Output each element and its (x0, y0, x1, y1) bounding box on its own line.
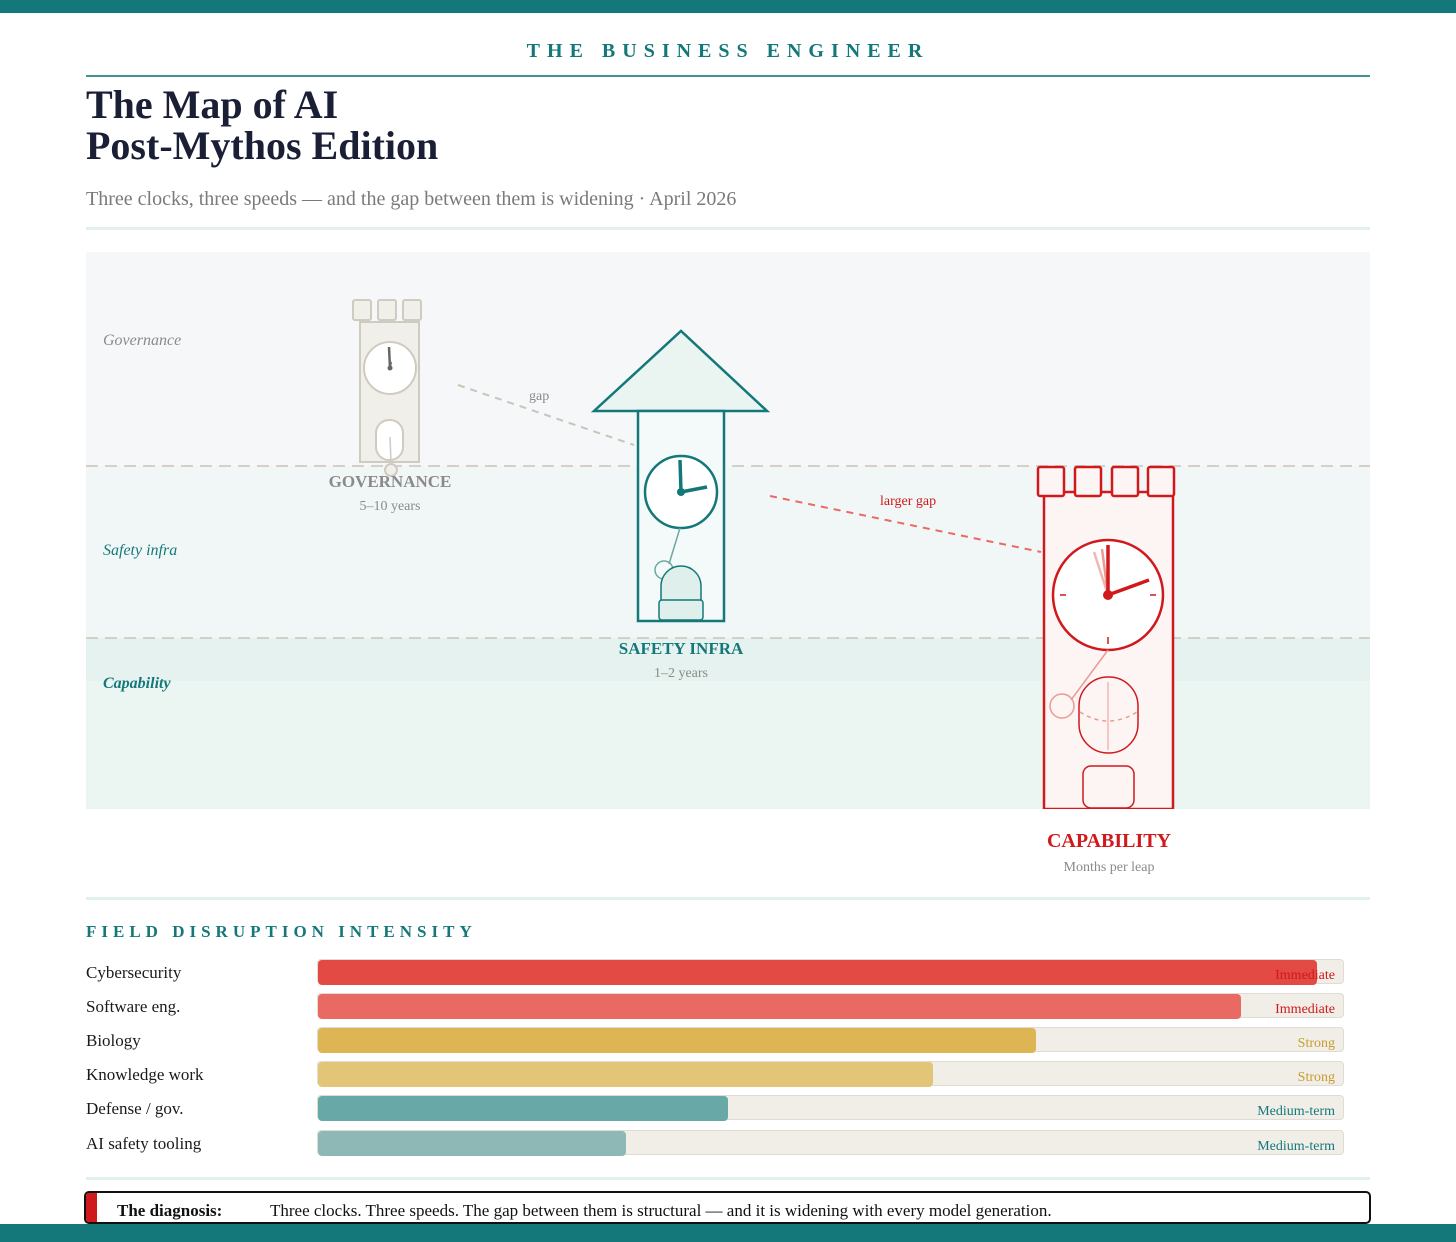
intensity-tag: Immediate (1275, 1002, 1335, 1017)
field-label: Cybersecurity (86, 963, 182, 982)
larger-gap-label: larger gap (880, 494, 937, 509)
intensity-fill (318, 1028, 1036, 1053)
disruption-section-title: FIELD DISRUPTION INTENSITY (86, 922, 477, 941)
field-label: Software eng. (86, 997, 181, 1016)
governance-lane (86, 252, 1370, 466)
top-accent-bar (0, 0, 1456, 13)
diagnosis-label: The diagnosis: (117, 1201, 223, 1220)
field-label: Defense / gov. (86, 1099, 184, 1118)
intensity-track: Medium-term (317, 1130, 1344, 1156)
disruption-row: Cybersecurity Immediate (86, 959, 1346, 987)
clocks-diagram: Governance Safety infra Capability GOVER… (86, 252, 1370, 809)
governance-clock-timeframe: 5–10 years (359, 499, 421, 514)
lane-label-governance: Governance (103, 332, 182, 349)
intensity-track: Strong (317, 1061, 1344, 1087)
intensity-fill (318, 1096, 728, 1121)
intensity-tag: Strong (1297, 1070, 1335, 1085)
footer-divider (86, 1177, 1370, 1180)
gap-label: gap (529, 389, 550, 404)
field-label: Knowledge work (86, 1065, 204, 1084)
disruption-row: Knowledge work Strong (86, 1061, 1346, 1089)
safety-clock-name: SAFETY INFRA (618, 639, 744, 658)
disruption-row: Defense / gov. Medium-term (86, 1095, 1346, 1123)
diagnosis-callout: The diagnosis: Three clocks. Three speed… (84, 1191, 1371, 1224)
disruption-row: AI safety tooling Medium-term (86, 1130, 1346, 1158)
diagnosis-accent (86, 1193, 97, 1222)
clocks-illustration (86, 252, 1370, 809)
capability-clock-name: CAPABILITY (1046, 830, 1172, 852)
intensity-tag: Medium-term (1257, 1139, 1335, 1154)
intensity-track: Immediate (317, 959, 1344, 985)
governance-clock-tower (352, 299, 422, 477)
lane-label-safety: Safety infra (103, 542, 178, 559)
safety-clock-timeframe: 1–2 years (653, 666, 709, 681)
capability-clock-tower (1036, 465, 1176, 809)
intensity-tag: Strong (1297, 1036, 1335, 1051)
header-divider (86, 75, 1370, 77)
governance-clock-name: GOVERNANCE (328, 472, 452, 491)
page-subtitle: Three clocks, three speeds — and the gap… (86, 188, 737, 210)
intensity-fill (318, 1131, 626, 1156)
section-divider (86, 897, 1370, 900)
safety-clock-tower (590, 329, 771, 623)
disruption-row: Software eng. Immediate (86, 993, 1346, 1021)
field-label: Biology (86, 1031, 141, 1050)
title-line-1: The Map of AI (86, 82, 339, 127)
gap-line (457, 384, 635, 446)
page-title: The Map of AI Post-Mythos Edition (86, 84, 438, 166)
brand-name: THE BUSINESS ENGINEER (526, 40, 930, 62)
intensity-track: Immediate (317, 993, 1344, 1019)
capability-clock-timeframe: Months per leap (1063, 860, 1155, 875)
intensity-fill (318, 960, 1318, 985)
field-label: AI safety tooling (86, 1134, 202, 1153)
intensity-track: Medium-term (317, 1095, 1344, 1121)
intensity-tag: Immediate (1275, 968, 1335, 983)
intensity-track: Strong (317, 1027, 1344, 1053)
lane-label-capability: Capability (103, 675, 171, 692)
subtitle-divider (86, 227, 1370, 230)
intensity-tag: Medium-term (1257, 1104, 1335, 1119)
disruption-row: Biology Strong (86, 1027, 1346, 1055)
diagnosis-text: Three clocks. Three speeds. The gap betw… (270, 1201, 1052, 1220)
intensity-fill (318, 994, 1241, 1019)
intensity-fill (318, 1062, 933, 1087)
title-line-2: Post-Mythos Edition (86, 123, 439, 168)
bottom-accent-bar (0, 1224, 1456, 1242)
